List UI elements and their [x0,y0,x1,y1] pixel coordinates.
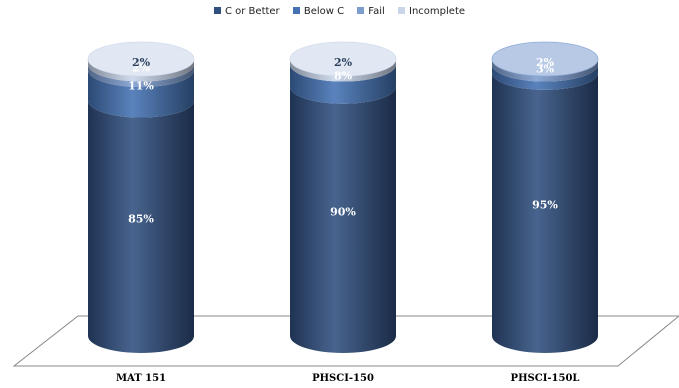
legend-label: Fail [368,6,385,17]
legend-item-incomplete: Incomplete [398,6,465,17]
data-label: 95% [532,198,558,211]
bar-segment [492,72,598,353]
bar-segment [290,59,396,82]
bar-segment [492,59,598,82]
legend: C or Better Below C Fail Incomplete [0,6,679,17]
legend-item-below-c: Below C [292,6,345,17]
bar-segment [88,59,194,82]
x-tick-label: MAT 151 [116,373,166,384]
bar-segment [88,64,194,88]
bar-segment [88,70,194,118]
data-label: 2% [132,61,151,74]
data-label: 2% [334,56,353,69]
x-tick-label: PHSCI-150 [312,373,374,384]
data-label: 2% [132,56,151,69]
bar-segment [290,86,396,353]
bar-segment [88,100,194,353]
data-label: 90% [330,205,356,218]
bar-top-cap [87,41,195,77]
bar-top-cap [289,41,397,77]
legend-item-fail: Fail [357,6,385,17]
legend-label: C or Better [224,6,280,17]
bar-top-cap [491,41,599,77]
data-label: 11% [128,79,154,92]
legend-swatch [292,7,300,14]
legend-swatch [398,7,406,14]
legend-label: Incomplete [409,6,466,17]
bar-segment [492,64,598,90]
legend-label: Below C [303,6,345,17]
legend-swatch [357,7,365,14]
legend-item-c-or-better: C or Better [213,6,280,17]
data-label: 8% [334,70,353,83]
x-tick-label: PHSCI-150L [511,373,580,384]
legend-swatch [213,7,221,14]
data-label: 2% [536,56,555,69]
bar-group: 85%11%2%2%MAT 15190%8%2%PHSCI-15095%3%2%… [87,41,599,384]
data-label: 85% [128,212,154,225]
data-label: 3% [536,63,555,76]
bar-segment [290,64,396,104]
